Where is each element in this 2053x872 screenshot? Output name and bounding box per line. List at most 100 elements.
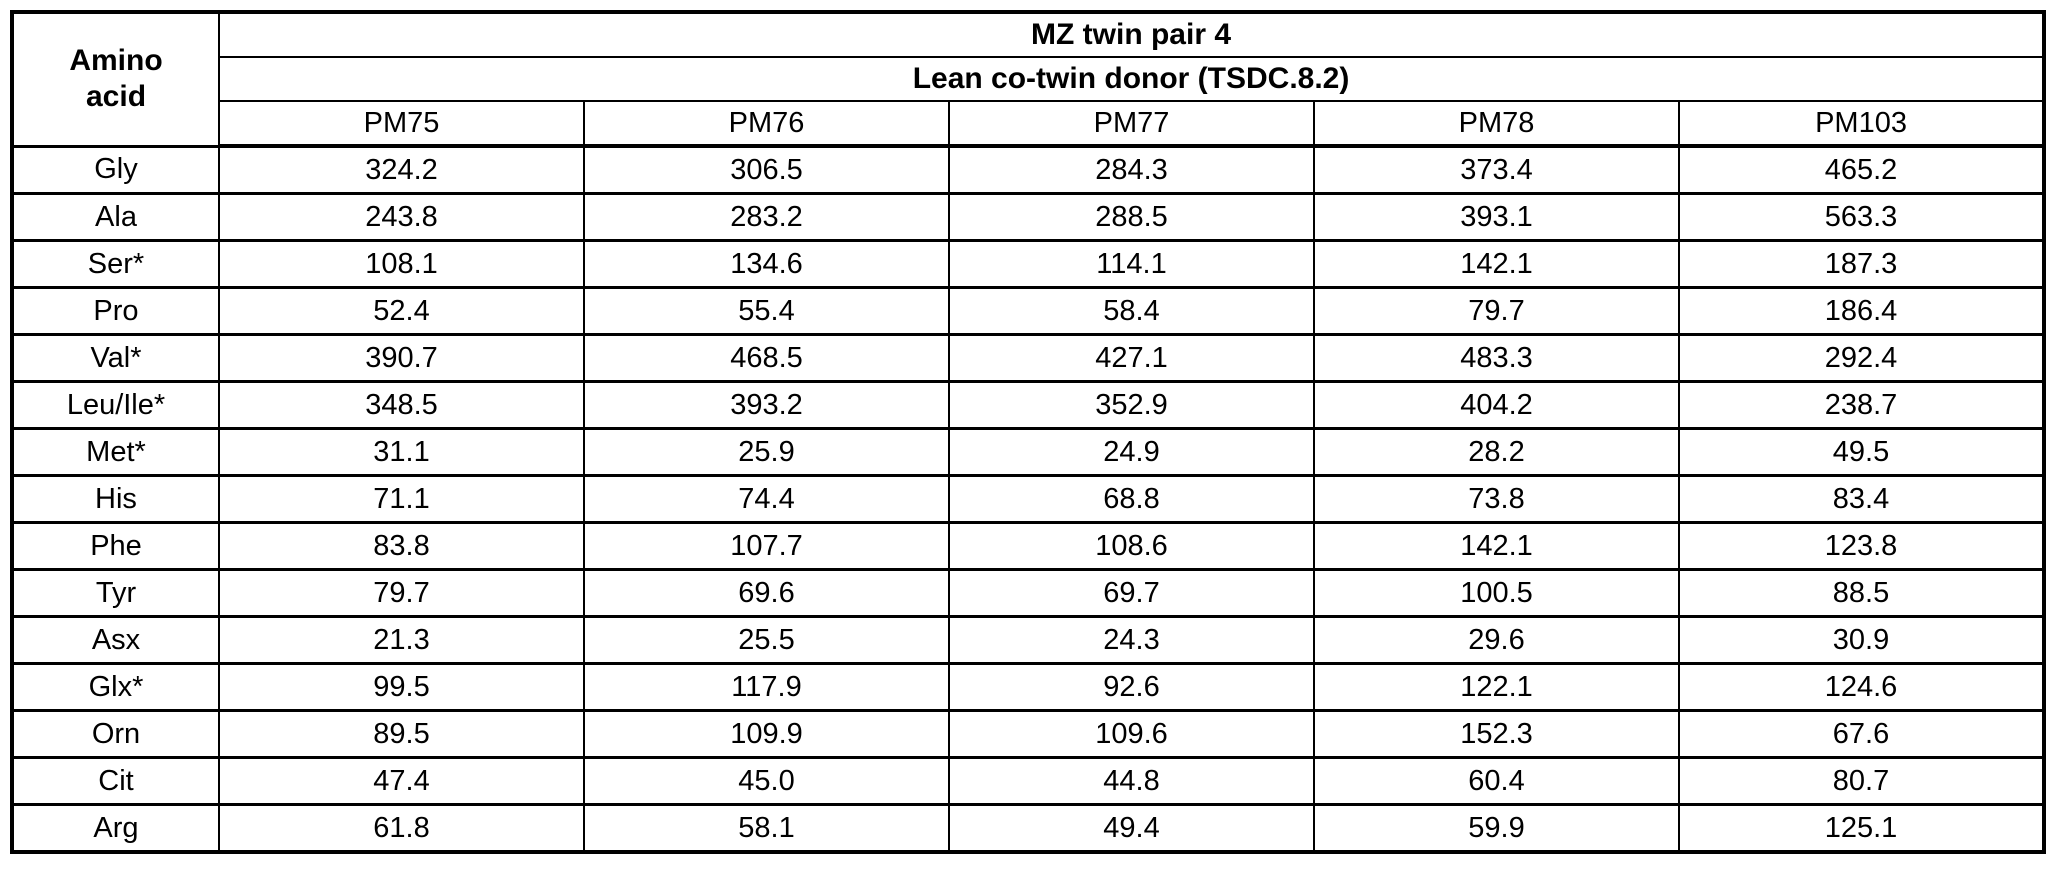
row-label: Orn: [11, 709, 220, 759]
data-cell: 79.7: [218, 568, 585, 618]
corner-header-amino-acid: Amino acid: [11, 11, 220, 147]
data-cell: 24.9: [948, 427, 1315, 477]
data-cell: 142.1: [1313, 521, 1680, 571]
table-row: Ser* 108.1 134.6 114.1 142.1 187.3: [11, 239, 2046, 289]
row-label: Ser*: [11, 239, 220, 289]
data-cell: 109.9: [583, 709, 950, 759]
data-cell: 83.4: [1677, 474, 2046, 524]
data-cell: 238.7: [1677, 380, 2046, 430]
row-label: Gly: [11, 144, 220, 195]
data-cell: 187.3: [1677, 239, 2046, 289]
table-row: Gly 324.2 306.5 284.3 373.4 465.2: [11, 144, 2046, 195]
data-cell: 59.9: [1313, 803, 1680, 854]
data-cell: 100.5: [1313, 568, 1680, 618]
group-header: MZ twin pair 4: [217, 11, 2046, 58]
row-label: Leu/Ile*: [11, 380, 220, 430]
data-cell: 373.4: [1313, 144, 1680, 195]
data-cell: 465.2: [1677, 144, 2046, 195]
table-row: Orn 89.5 109.9 109.6 152.3 67.6: [11, 709, 2046, 759]
header-row-columns: PM75 PM76 PM77 PM78 PM103: [12, 100, 2046, 148]
data-cell: 468.5: [583, 333, 950, 383]
table-body: Gly 324.2 306.5 284.3 373.4 465.2 Ala 24…: [11, 144, 2046, 854]
data-cell: 563.3: [1677, 192, 2046, 242]
data-cell: 123.8: [1677, 521, 2046, 571]
subgroup-header: Lean co-twin donor (TSDC.8.2): [217, 56, 2046, 102]
data-cell: 69.7: [948, 568, 1315, 618]
row-label: Arg: [11, 803, 220, 854]
data-cell: 186.4: [1677, 286, 2046, 336]
row-label: Val*: [11, 333, 220, 383]
data-cell: 31.1: [218, 427, 585, 477]
data-cell: 134.6: [583, 239, 950, 289]
row-label: Phe: [11, 521, 220, 571]
data-cell: 324.2: [218, 144, 585, 195]
data-cell: 68.8: [948, 474, 1315, 524]
data-cell: 99.5: [218, 662, 585, 712]
data-cell: 142.1: [1313, 239, 1680, 289]
header-row-subgroup: Lean co-twin donor (TSDC.8.2): [12, 56, 2046, 102]
column-header-pm103: PM103: [1677, 100, 2046, 148]
page: Amino acid MZ twin pair 4 Lean co-twin d…: [10, 10, 2047, 854]
row-label: His: [11, 474, 220, 524]
table-row: Phe 83.8 107.7 108.6 142.1 123.8: [11, 521, 2046, 571]
column-header-pm78: PM78: [1313, 100, 1680, 148]
data-cell: 79.7: [1313, 286, 1680, 336]
data-cell: 393.2: [583, 380, 950, 430]
data-cell: 61.8: [218, 803, 585, 854]
data-cell: 52.4: [218, 286, 585, 336]
data-cell: 55.4: [583, 286, 950, 336]
data-cell: 58.1: [583, 803, 950, 854]
table-row: Arg 61.8 58.1 49.4 59.9 125.1: [11, 803, 2046, 854]
data-cell: 404.2: [1313, 380, 1680, 430]
table-row: Ala 243.8 283.2 288.5 393.1 563.3: [11, 192, 2046, 242]
data-cell: 80.7: [1677, 756, 2046, 806]
row-label: Glx*: [11, 662, 220, 712]
data-cell: 92.6: [948, 662, 1315, 712]
data-cell: 243.8: [218, 192, 585, 242]
data-cell: 483.3: [1313, 333, 1680, 383]
data-cell: 30.9: [1677, 615, 2046, 665]
data-cell: 25.9: [583, 427, 950, 477]
column-header-pm75: PM75: [218, 100, 585, 148]
data-cell: 58.4: [948, 286, 1315, 336]
data-cell: 390.7: [218, 333, 585, 383]
data-cell: 45.0: [583, 756, 950, 806]
amino-acid-table: Amino acid MZ twin pair 4 Lean co-twin d…: [10, 10, 2047, 854]
data-cell: 83.8: [218, 521, 585, 571]
data-cell: 69.6: [583, 568, 950, 618]
data-cell: 71.1: [218, 474, 585, 524]
data-cell: 125.1: [1677, 803, 2046, 854]
data-cell: 152.3: [1313, 709, 1680, 759]
column-header-pm76: PM76: [583, 100, 950, 148]
row-label: Tyr: [11, 568, 220, 618]
data-cell: 427.1: [948, 333, 1315, 383]
data-cell: 108.1: [218, 239, 585, 289]
table-row: Met* 31.1 25.9 24.9 28.2 49.5: [11, 427, 2046, 477]
data-cell: 67.6: [1677, 709, 2046, 759]
data-cell: 60.4: [1313, 756, 1680, 806]
table-row: Asx 21.3 25.5 24.3 29.6 30.9: [11, 615, 2046, 665]
data-cell: 107.7: [583, 521, 950, 571]
table-row: Tyr 79.7 69.6 69.7 100.5 88.5: [11, 568, 2046, 618]
data-cell: 122.1: [1313, 662, 1680, 712]
row-label: Cit: [11, 756, 220, 806]
data-cell: 393.1: [1313, 192, 1680, 242]
data-cell: 124.6: [1677, 662, 2046, 712]
data-cell: 114.1: [948, 239, 1315, 289]
row-label: Ala: [11, 192, 220, 242]
data-cell: 49.4: [948, 803, 1315, 854]
data-cell: 25.5: [583, 615, 950, 665]
data-cell: 117.9: [583, 662, 950, 712]
data-cell: 74.4: [583, 474, 950, 524]
data-cell: 348.5: [218, 380, 585, 430]
row-label: Asx: [11, 615, 220, 665]
header-row-group: Amino acid MZ twin pair 4: [11, 11, 2046, 147]
column-header-pm77: PM77: [948, 100, 1315, 148]
data-cell: 292.4: [1677, 333, 2046, 383]
data-cell: 109.6: [948, 709, 1315, 759]
table-row: Val* 390.7 468.5 427.1 483.3 292.4: [11, 333, 2046, 383]
data-cell: 89.5: [218, 709, 585, 759]
data-cell: 28.2: [1313, 427, 1680, 477]
data-cell: 288.5: [948, 192, 1315, 242]
data-cell: 284.3: [948, 144, 1315, 195]
